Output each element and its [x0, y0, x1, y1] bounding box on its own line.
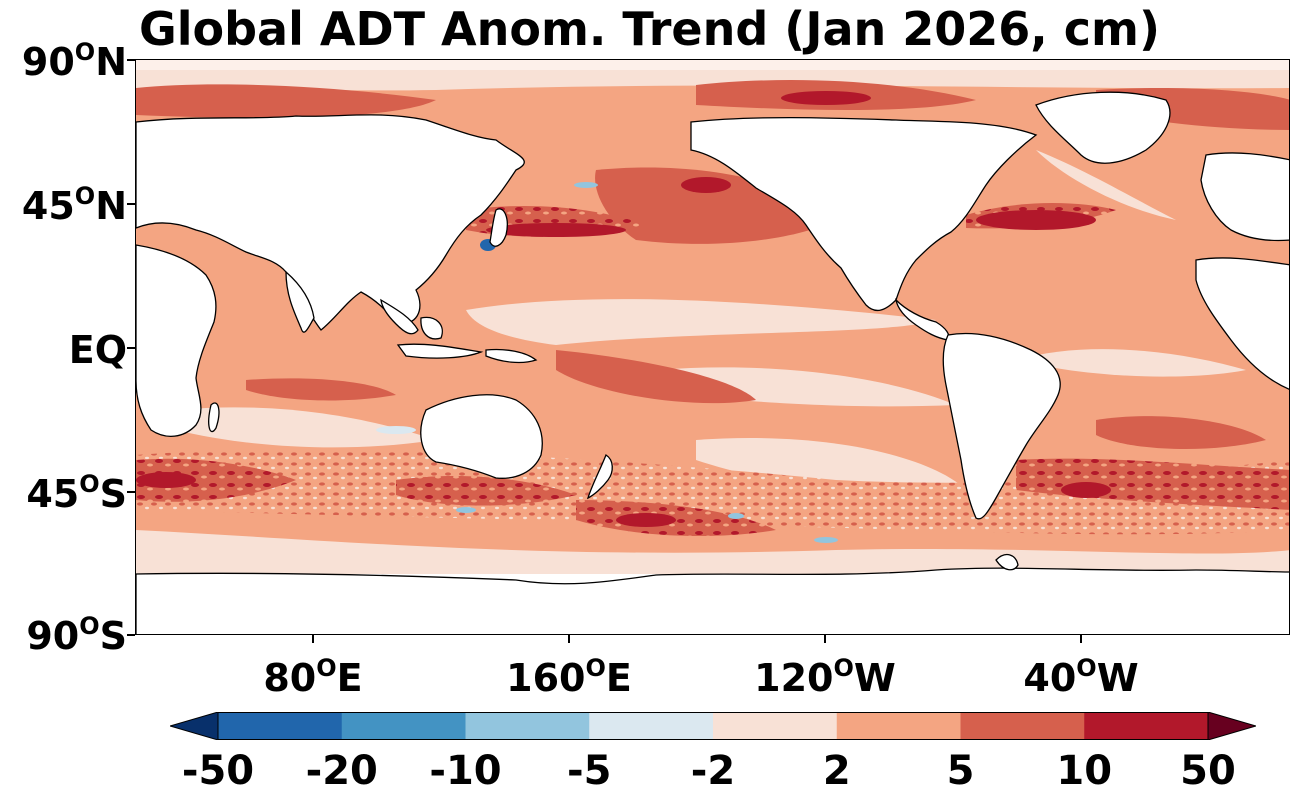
x-tick-label-40w: 40OW [1023, 654, 1139, 700]
zone-strong-southern [136, 449, 1289, 535]
land-eurasia [136, 114, 525, 331]
land-antarctica [136, 567, 1289, 634]
colorbar-tick-label: 50 [1180, 748, 1236, 794]
y-tick-90n [127, 59, 135, 61]
colorbar-tick-label: 10 [1056, 748, 1113, 794]
land-new-guinea [485, 348, 538, 364]
colorbar-segment [960, 712, 1085, 740]
colorbar-segments [170, 712, 1256, 740]
colorbar-segment [218, 712, 343, 740]
land-borneo [420, 316, 443, 340]
spot-negative-southern [814, 537, 838, 543]
colorbar [170, 712, 1256, 740]
land-madagascar [208, 402, 220, 433]
spot-weak-negative-indian [376, 426, 416, 434]
colorbar-tick-label: 2 [822, 748, 851, 794]
colorbar-tick-label: 5 [946, 748, 975, 794]
zone-speckle-southern-strong [136, 458, 1289, 536]
land-north-america [690, 116, 1038, 312]
y-tick-label-90s: 90OS [26, 612, 127, 658]
spot-negative-n-pacific [574, 182, 598, 188]
band-weak-south-pacific [696, 438, 966, 493]
y-tick-label-45n: 45ON [21, 182, 127, 228]
spot-se-pacific [616, 513, 676, 527]
land-new-zealand [586, 454, 613, 500]
colorbar-extend-low [170, 712, 219, 740]
colorbar-segment [1084, 712, 1209, 740]
x-tick-label-80e: 80OE [263, 654, 363, 700]
y-tick-label-90n: 90ON [21, 38, 127, 84]
landmasses [136, 91, 1289, 634]
land-europe [1200, 152, 1289, 242]
colorbar-segment [836, 712, 961, 740]
map-panel [135, 59, 1290, 635]
land-south-america [942, 332, 1061, 520]
land-africa [136, 244, 217, 437]
spot-gulfstream [976, 210, 1096, 230]
spot-arctic [781, 91, 871, 105]
x-tick-80e [312, 635, 314, 643]
land-japan [489, 208, 508, 247]
land-australia [420, 394, 543, 479]
spot-kuroshio [486, 223, 626, 237]
colorbar-segment [465, 712, 590, 740]
zone-strong-sw-pacific [556, 350, 756, 404]
colorbar-segment [589, 712, 714, 740]
spot-negative-s-indian [456, 507, 476, 513]
colorbar-tick-label: -50 [181, 748, 255, 794]
colorbar-segment [341, 712, 466, 740]
zone-strong-arctic [136, 80, 1289, 130]
y-tick-eq [127, 347, 135, 349]
land-greenland [1035, 91, 1171, 164]
x-tick-120w [824, 635, 826, 643]
band-weak-atlantic [1016, 349, 1246, 377]
colorbar-segment [713, 712, 838, 740]
land-west-africa [1195, 257, 1289, 390]
land-antarctic-peninsula [995, 553, 1019, 571]
map-title: Global ADT Anom. Trend (Jan 2026, cm) [138, 2, 1160, 56]
land-india [285, 270, 315, 333]
y-tick-45n [127, 203, 135, 205]
y-tick-45s [127, 491, 135, 493]
spot-n-pacific [681, 177, 731, 193]
y-tick-label-45s: 45OS [26, 470, 127, 516]
band-weak-north-pacific [466, 299, 936, 345]
zone-strong-atlantic [1096, 416, 1266, 450]
band-weak-indian [176, 407, 436, 448]
spot-negative-s-pacific [728, 513, 744, 519]
colorbar-border [217, 712, 1209, 740]
colorbar-tick-label: -5 [567, 748, 612, 794]
spot-s-indian [136, 472, 196, 488]
colorbar-tick-label: -10 [429, 748, 502, 794]
land-indonesia [396, 343, 484, 359]
y-tick-90s [127, 634, 135, 636]
colorbar-tick-label: -2 [690, 748, 736, 794]
colorbar-extend-high [1207, 712, 1256, 740]
land-se-asia [380, 298, 419, 335]
anomaly-map [136, 60, 1289, 634]
x-tick-label-160e: 160OE [506, 654, 632, 700]
band-weak-n-atlantic [1036, 150, 1176, 220]
x-tick-160e [568, 635, 570, 643]
zone-strong-indian [246, 378, 396, 401]
x-tick-40w [1080, 635, 1082, 643]
spot-s-atlantic [1061, 482, 1111, 498]
band-weak-arctic [136, 70, 1289, 91]
x-tick-label-120w: 120OW [754, 654, 896, 700]
colorbar-tick-label: -20 [305, 748, 378, 794]
y-tick-label-eq: EQ [68, 328, 127, 372]
arctic-band [136, 60, 1289, 70]
